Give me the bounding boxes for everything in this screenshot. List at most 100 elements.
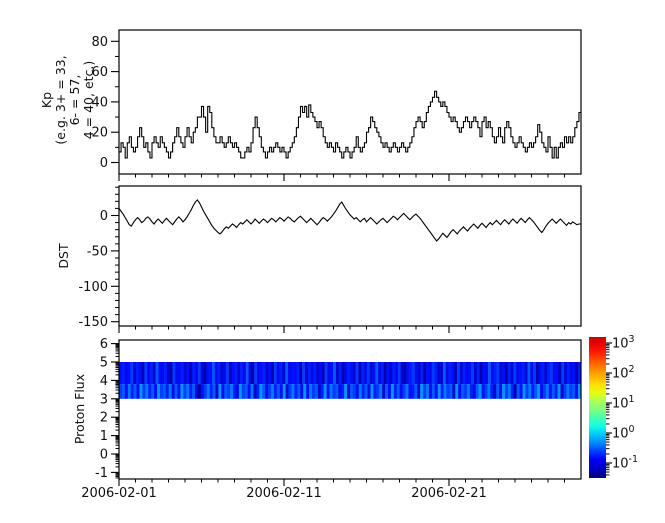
proton-heatmap-column (468, 362, 472, 385)
proton-heatmap-column (525, 384, 529, 399)
proton-heatmap-column (352, 362, 356, 385)
proton-heatmap-column (324, 362, 328, 385)
proton-heatmap-column (203, 384, 208, 399)
proton-heatmap-column (268, 362, 272, 385)
proton-heatmap-column (262, 384, 266, 399)
proton-heatmap-column (155, 362, 159, 385)
proton-heatmap-column (566, 384, 570, 399)
proton-heatmap-column (121, 362, 125, 385)
proton-heatmap-column (385, 384, 389, 399)
proton-heatmap-column (380, 362, 385, 385)
y-tick-label: 4 (100, 374, 108, 389)
proton-heatmap-column (521, 362, 525, 385)
proton-heatmap-column (299, 362, 303, 385)
proton-heatmap-column (431, 362, 435, 385)
proton-heatmap-column (366, 362, 371, 385)
proton-heatmap-column (361, 384, 365, 399)
proton-heatmap-column (364, 384, 368, 399)
proton-heatmap-column (454, 362, 458, 385)
proton-heatmap-column (440, 384, 444, 399)
proton-heatmap-column (496, 384, 500, 399)
proton-heatmap-column (479, 362, 483, 385)
proton-heatmap-column (411, 384, 415, 399)
proton-heatmap-column (502, 384, 506, 399)
proton-heatmap-column (414, 362, 418, 385)
proton-heatmap-column (320, 384, 324, 399)
proton-heatmap-column (313, 362, 317, 385)
proton-heatmap-column (192, 384, 196, 399)
proton-heatmap-column (335, 362, 340, 385)
proton-heatmap-column (197, 362, 201, 385)
proton-heatmap-column (231, 362, 235, 385)
proton-heatmap-column (240, 362, 244, 385)
proton-heatmap-column (147, 362, 151, 385)
colorbar-tick-label: 100 (612, 424, 635, 442)
colorbar-tick-label: 10-1 (612, 454, 639, 472)
proton-heatmap-column (341, 384, 345, 399)
proton-heatmap-column (214, 362, 218, 385)
y-tick-label: 60 (91, 65, 108, 80)
y-tick-label: 0 (100, 156, 108, 171)
proton-heatmap-column (555, 362, 559, 385)
proton-heatmap-column (314, 384, 319, 399)
proton-heatmap-column (171, 384, 175, 399)
proton-heatmap-column (388, 384, 392, 399)
proton-heatmap-column (379, 384, 383, 399)
proton-heatmap-column (130, 384, 134, 399)
proton-heatmap-column (254, 362, 258, 385)
proton-heatmap-column (159, 384, 164, 399)
proton-heatmap-column (273, 362, 278, 385)
proton-heatmap-column (434, 362, 438, 385)
proton-heatmap-column (310, 362, 314, 385)
proton-heatmap-column (138, 362, 142, 385)
proton-heatmap-column (347, 384, 351, 399)
proton-heatmap-column (338, 362, 342, 385)
proton-heatmap-column (168, 384, 172, 399)
proton-heatmap-column (242, 362, 247, 385)
proton-heatmap-column (285, 384, 289, 399)
proton-heatmap-column (557, 384, 561, 399)
proton-heatmap-column (323, 384, 327, 399)
x-date-label: 2006-02-21 (411, 486, 487, 501)
proton-heatmap-column (369, 362, 373, 385)
proton-heatmap-column (417, 384, 421, 399)
colorbar-gradient (589, 337, 606, 478)
proton-heatmap-column (358, 384, 362, 399)
proton-heatmap-column (212, 384, 216, 399)
proton-heatmap-column (531, 384, 535, 399)
kp-series-line (119, 90, 581, 159)
proton-heatmap-column (130, 362, 134, 385)
proton-heatmap-column (271, 384, 275, 399)
proton-heatmap-column (350, 362, 354, 385)
proton-heatmap-column (367, 384, 371, 399)
proton-heatmap-column (490, 362, 494, 385)
proton-heatmap-column (177, 384, 181, 399)
proton-heatmap-column (431, 384, 436, 399)
proton-heatmap-column (164, 362, 168, 385)
proton-heatmap-column (370, 384, 374, 399)
proton-heatmap-column (392, 362, 396, 385)
proton-heatmap-column (223, 362, 227, 385)
proton-heatmap-column (551, 384, 555, 399)
proton-heatmap-column (481, 384, 485, 399)
proton-heatmap-column (285, 362, 289, 385)
proton-heatmap-column (253, 384, 257, 399)
proton-heatmap-column (341, 362, 345, 385)
proton-heatmap-column (507, 362, 511, 385)
proton-heatmap-column (178, 362, 182, 385)
proton-heatmap-column (209, 362, 213, 385)
proton-heatmap-column (256, 384, 260, 399)
proton-heatmap-column (389, 362, 393, 385)
proton-heatmap-column (227, 384, 231, 399)
y-tick-label: 2 (100, 411, 108, 426)
proton-heatmap-column (414, 384, 418, 399)
proton-heatmap-column (237, 362, 241, 385)
proton-heatmap-column (462, 362, 466, 385)
proton-heatmap-column (364, 362, 368, 385)
proton-heatmap-column (533, 362, 537, 385)
proton-heatmap-column (127, 362, 131, 385)
proton-heatmap-column (189, 362, 193, 385)
proton-heatmap-column (496, 362, 500, 385)
proton-heatmap-column (482, 362, 486, 385)
